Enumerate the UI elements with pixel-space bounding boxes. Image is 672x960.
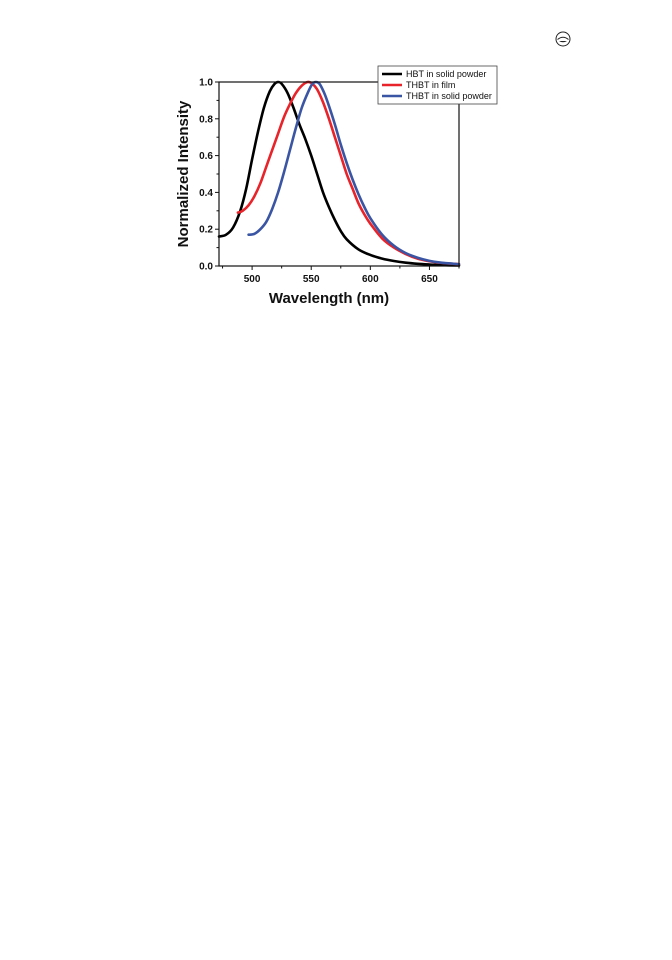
plot-frame: [218, 81, 460, 267]
y-tick-label: 0.4: [199, 188, 213, 199]
emblem-icon: [555, 31, 571, 47]
y-axis-title: Normalized Intensity: [175, 100, 192, 247]
series-layer: [217, 80, 461, 267]
series-line-1: [217, 80, 461, 267]
x-tick-label: 500: [244, 274, 261, 285]
legend-label: THBT in solid powder: [406, 91, 492, 101]
x-tick-label: 650: [421, 274, 438, 285]
y-tick-label: 1.0: [199, 78, 213, 89]
legend-label: THBT in film: [406, 80, 455, 90]
plot-area: 500 550 600 650 0.0 0.2 0.4 0.6 0.8 1.0 Waveleng…: [175, 65, 498, 307]
legend-label: HBT in solid powder: [406, 69, 486, 79]
x-axis-title: Wavelength (nm): [269, 290, 389, 307]
y-tick-label: 0.8: [199, 114, 213, 125]
y-tick-label: 0.0: [199, 262, 213, 273]
x-tick-label: 600: [362, 274, 379, 285]
x-tick-label: 550: [303, 274, 320, 285]
series-line-2: [236, 80, 461, 266]
series-line-3: [247, 80, 461, 266]
y-tick-label: 0.6: [199, 151, 213, 162]
y-tick-label: 0.2: [199, 225, 213, 236]
y-axis: 0.0 0.2 0.4 0.6 0.8 1.0: [199, 78, 219, 273]
x-axis: 500 550 600 650: [222, 266, 460, 285]
